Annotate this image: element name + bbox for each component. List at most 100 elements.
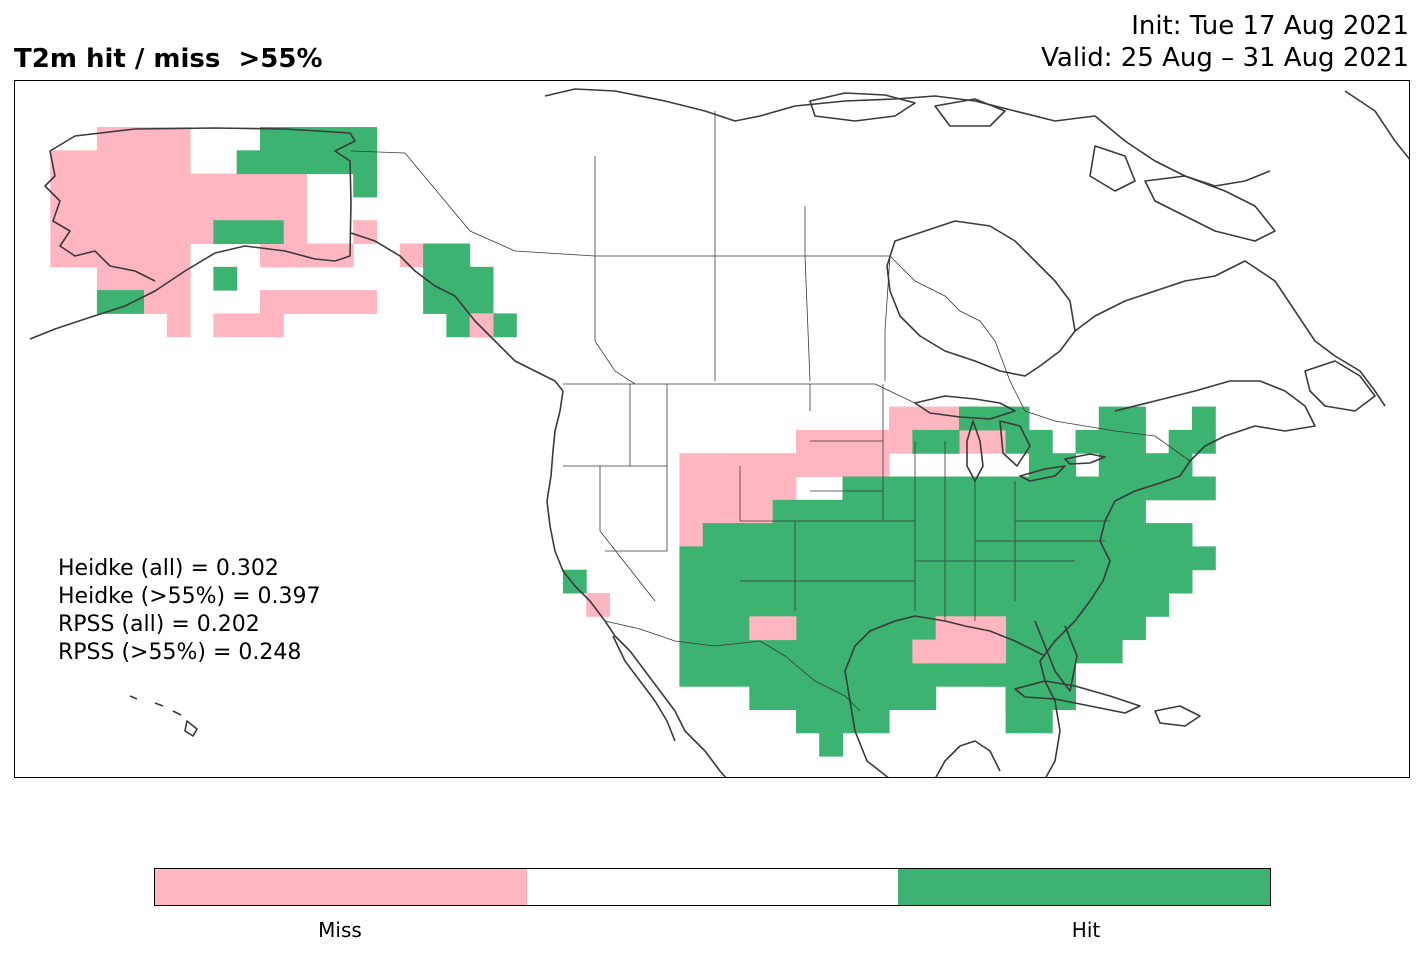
hit-cell: [1005, 686, 1053, 734]
us-mexico-border: [604, 620, 861, 712]
miss-cell: [96, 127, 191, 151]
miss-cell: [260, 290, 354, 314]
miss-cell: [469, 313, 494, 338]
hudson-bay: [886, 220, 1076, 377]
init-date: Init: Tue 17 Aug 2021: [1131, 11, 1409, 41]
hit-cell: [1122, 476, 1216, 501]
heidke-55: Heidke (>55%) = 0.397: [58, 584, 321, 609]
hit-cell: [423, 266, 494, 291]
miss-cell: [353, 290, 377, 314]
miss-cell: [50, 243, 191, 268]
hit-cell: [679, 593, 1170, 617]
us-canada-49th: [563, 383, 916, 404]
hit-cell: [702, 523, 1193, 547]
cuba: [1014, 680, 1141, 714]
miss-cell: [166, 313, 191, 338]
date-info: Init: Tue 17 Aug 2021 Valid: 25 Aug – 31…: [1041, 10, 1409, 74]
miss-cell: [679, 476, 727, 524]
hit-cell: [679, 639, 1123, 664]
baja-peninsula: [612, 635, 676, 742]
hit-cell: [842, 476, 1053, 501]
lake-huron: [999, 420, 1031, 467]
miss-cell: [50, 196, 308, 221]
miss-cell: [912, 639, 1007, 664]
baja-mexico-coast: [629, 650, 727, 777]
colorbar-hit-segment: [898, 869, 1271, 905]
hit-cell: [1028, 453, 1076, 477]
miss-cell: [399, 243, 424, 268]
hit-cell: [912, 429, 960, 454]
hit-cell: [353, 173, 377, 198]
colorbar-hit-label: Hit: [1071, 918, 1101, 942]
hawaii: [129, 695, 198, 737]
gulf-coast: [844, 615, 1046, 777]
newfoundland: [1304, 360, 1376, 412]
alaska-panhandle: [350, 232, 564, 392]
lake-erie: [1019, 465, 1066, 482]
hit-cell: [679, 546, 1216, 571]
hit-cell: [1005, 662, 1053, 687]
valid-period: Valid: 25 Aug – 31 Aug 2021: [1041, 43, 1409, 73]
hit-cell: [1098, 406, 1146, 431]
skill-scores: Heidke (all) = 0.302 Heidke (>55%) = 0.3…: [58, 555, 321, 667]
florida: [1034, 620, 1078, 692]
colorbar: [154, 868, 1271, 906]
miss-cell: [586, 593, 610, 617]
hit-cell: [96, 290, 144, 314]
hit-cell: [236, 150, 377, 175]
arctic-island-4: [1089, 145, 1136, 192]
hit-cell: [1145, 453, 1193, 477]
hit-cell: [423, 243, 471, 268]
hispaniola: [1154, 705, 1201, 727]
hit-cell: [679, 569, 1193, 594]
lake-ontario: [1064, 453, 1106, 465]
us-canada-border: [350, 150, 1191, 462]
hit-miss-grid: [50, 127, 1216, 757]
yucatan: [935, 740, 1001, 777]
miss-cell: [935, 616, 1007, 641]
map-panel: [14, 80, 1410, 778]
hit-cell: [1168, 429, 1216, 454]
hit-cell: [562, 569, 587, 594]
hit-cell: [1192, 406, 1216, 431]
miss-cell: [213, 313, 284, 338]
hit-cell: [959, 406, 1030, 431]
hit-cell: [213, 220, 284, 244]
hit-cell: [749, 686, 937, 710]
alaska-west-coast: [44, 150, 156, 282]
miss-cell: [795, 429, 890, 454]
hit-cell: [1098, 453, 1146, 477]
greenland-edge: [1344, 90, 1409, 160]
borders: [350, 111, 1191, 712]
us-states: [563, 384, 1110, 621]
colorbar-neutral-segment: [526, 869, 899, 905]
arctic-island-3: [934, 98, 1006, 127]
hit-cell: [423, 290, 494, 314]
hit-cell: [772, 499, 1146, 524]
labrador-coast: [1074, 260, 1386, 407]
rpss-55: RPSS (>55%) = 0.248: [58, 640, 302, 665]
map-title: T2m hit / miss >55%: [14, 44, 323, 74]
hit-cell: [1052, 476, 1123, 501]
miss-cell: [50, 150, 191, 175]
miss-cell: [679, 523, 704, 547]
rpss-all: RPSS (all) = 0.202: [58, 612, 260, 637]
coastlines: [29, 88, 1409, 777]
miss-cell: [50, 173, 308, 198]
lake-superior: [914, 395, 1016, 420]
alaska-coast: [29, 127, 356, 340]
hit-cell: [795, 709, 890, 734]
canada-provinces: [594, 111, 891, 385]
miss-cell: [260, 243, 354, 268]
miss-cell: [143, 290, 191, 314]
miss-cell: [749, 616, 797, 641]
baffin-island: [1144, 175, 1276, 242]
hit-cell: [1075, 429, 1146, 454]
us-west-coast: [546, 390, 631, 652]
colorbar-miss-label: Miss: [318, 918, 362, 942]
miss-cell: [795, 453, 890, 477]
st-lawrence: [1114, 380, 1316, 462]
hit-cell: [1005, 429, 1053, 454]
arctic-islands: [544, 88, 1271, 187]
hit-cell: [679, 662, 1076, 687]
